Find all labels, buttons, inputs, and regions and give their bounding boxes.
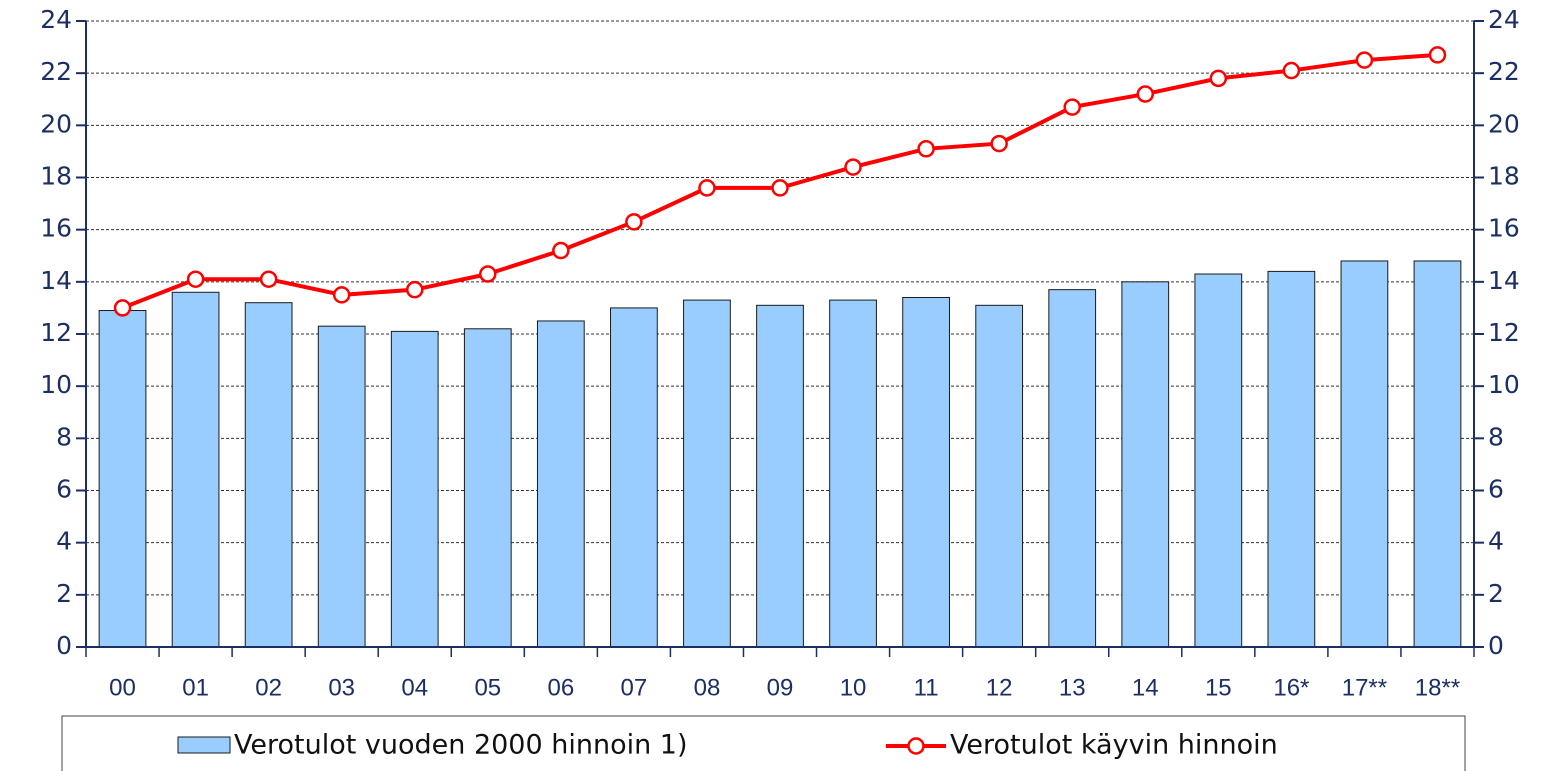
line-marker <box>552 241 570 260</box>
y-tick-label: 24 <box>40 5 72 34</box>
line-marker <box>1428 46 1447 64</box>
bar <box>1121 281 1170 648</box>
line-marker <box>1136 85 1155 103</box>
line-marker <box>698 179 716 197</box>
x-tick-label: 09 <box>767 674 794 701</box>
y2-tick-label: 2 <box>1488 579 1504 608</box>
bar <box>1413 260 1462 648</box>
y-tick-label: 2 <box>56 579 72 608</box>
bar <box>536 320 585 648</box>
y2-tick-label: 22 <box>1488 57 1520 86</box>
bar <box>98 310 147 648</box>
y2-tick-label: 20 <box>1488 109 1520 138</box>
x-tick-label: 01 <box>182 674 209 701</box>
bar <box>829 299 877 648</box>
x-tick-label: 02 <box>255 674 282 701</box>
y2-tick-label: 24 <box>1488 5 1520 34</box>
bar <box>317 325 366 648</box>
line-marker <box>186 270 205 288</box>
legend-swatch <box>177 736 231 754</box>
bar <box>1048 289 1097 648</box>
y-tick-label: 10 <box>40 370 72 399</box>
y2-tick-label: 6 <box>1488 475 1504 504</box>
line-marker <box>332 286 351 304</box>
line-marker <box>990 134 1008 153</box>
bar <box>463 328 512 648</box>
bar <box>244 302 293 648</box>
y-tick-label: 20 <box>40 109 72 138</box>
y2-tick-label: 4 <box>1488 527 1504 556</box>
y2-tick-label: 0 <box>1488 631 1504 660</box>
bar <box>756 304 804 648</box>
line-marker <box>259 270 278 288</box>
bar <box>975 304 1024 648</box>
line-marker <box>405 280 424 299</box>
y-tick-label: 6 <box>56 475 72 504</box>
legend-label: Verotulot vuoden 2000 hinnoin 1) <box>234 730 688 761</box>
line-marker <box>625 213 643 231</box>
x-tick-label: 10 <box>840 674 867 701</box>
y-tick-label: 14 <box>40 266 72 295</box>
x-tick-label: 08 <box>694 674 721 701</box>
line-marker <box>1282 61 1301 80</box>
bar <box>902 296 950 648</box>
x-tick-label: 18** <box>1415 674 1460 701</box>
y2-tick-label: 14 <box>1488 266 1520 295</box>
x-tick-label: 17** <box>1342 674 1387 701</box>
line-marker <box>771 179 789 197</box>
line-marker <box>1063 98 1081 116</box>
legend-marker <box>907 737 925 755</box>
legend-box <box>61 715 1466 771</box>
y-tick-label: 4 <box>56 527 72 556</box>
x-tick-label: 07 <box>621 674 648 701</box>
x-tick-label: 11 <box>914 674 939 701</box>
x-tick-label: 13 <box>1059 674 1086 701</box>
x-tick-label: 05 <box>474 674 501 701</box>
x-tick-label: 06 <box>547 674 574 701</box>
y-tick-label: 8 <box>56 422 72 451</box>
x-tick-label: 12 <box>986 674 1013 701</box>
bar <box>1340 260 1389 648</box>
y2-tick-label: 18 <box>1488 162 1520 191</box>
y2-tick-label: 10 <box>1488 370 1520 399</box>
bar <box>683 299 731 648</box>
bar <box>390 330 439 648</box>
y2-tick-label: 16 <box>1488 214 1520 243</box>
x-tick-label: 14 <box>1132 674 1159 701</box>
bar <box>1194 273 1243 648</box>
bar <box>1267 270 1316 648</box>
y-tick-label: 18 <box>40 162 72 191</box>
line-marker <box>917 140 935 158</box>
y2-tick-label: 12 <box>1488 318 1520 347</box>
line-marker <box>1209 69 1228 88</box>
y-tick-label: 22 <box>40 57 72 86</box>
x-tick-label: 00 <box>109 674 136 701</box>
line-marker <box>1355 51 1374 69</box>
line-marker <box>113 299 132 317</box>
x-tick-label: 04 <box>401 674 428 701</box>
y2-tick-label: 8 <box>1488 422 1504 451</box>
line-marker <box>479 265 497 283</box>
y-tick-label: 12 <box>40 318 72 347</box>
y-tick-label: 0 <box>56 631 72 660</box>
y-tick-label: 16 <box>40 214 72 243</box>
line-marker <box>844 158 862 176</box>
bar <box>610 307 658 648</box>
bar <box>171 291 220 648</box>
x-tick-label: 16* <box>1273 674 1309 701</box>
legend-label: Verotulot käyvin hinnoin <box>950 730 1278 761</box>
x-tick-label: 15 <box>1205 674 1232 701</box>
x-tick-label: 03 <box>328 674 355 701</box>
